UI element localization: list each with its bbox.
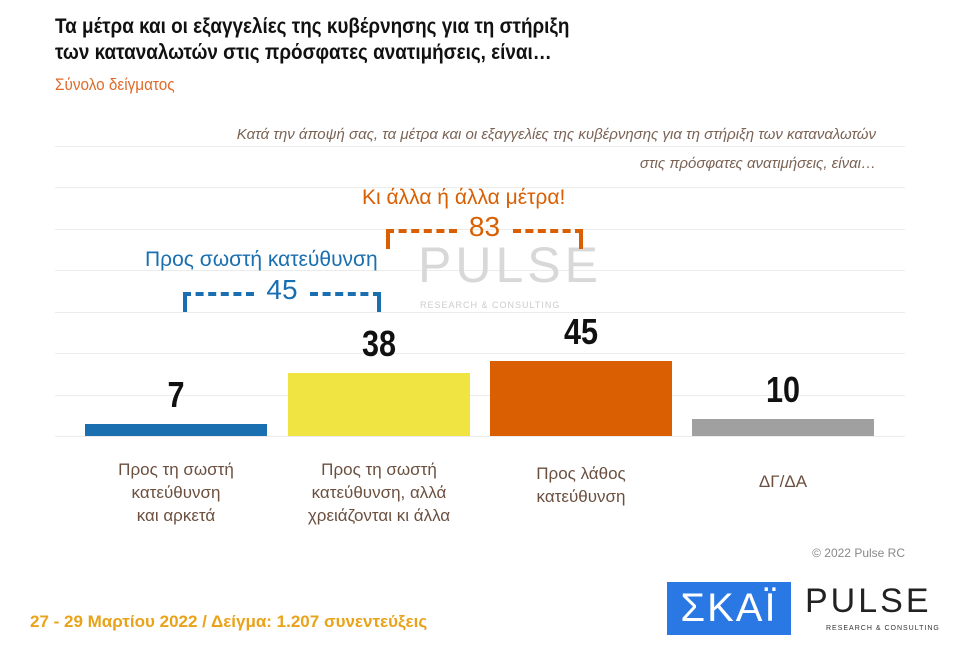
bracket-left [386,229,457,233]
data-label: 38 [361,322,397,364]
title-line-1: Τα μέτρα και οι εξαγγελίες της κυβέρνηση… [55,15,570,38]
bracket-tick [579,229,583,249]
annotation-label: Κι άλλα ή άλλα μέτρα! [362,186,566,209]
chart-subtitle: Σύνολο δείγματος [55,75,175,94]
data-label: 7 [167,374,185,416]
bracket-tick [377,292,381,312]
category-label: Προς τη σωστή κατεύθυνση και αρκετά [118,460,234,525]
gridline [55,394,905,396]
category-label: Προς λάθος κατεύθυνση [536,464,626,506]
title-line-2: των καταναλωτών στις πρόσφατες ανατιμήσε… [55,41,552,64]
bar [288,372,470,436]
gridline [55,436,905,437]
category-label: Προς τη σωστή κατεύθυνση, αλλά χρειάζονται… [307,460,451,525]
pulse-logo: PULSE [805,582,932,620]
data-label: 10 [765,369,801,411]
bracket-right [512,229,583,233]
gridline [55,187,905,188]
chart-title: Τα μέτρα και οι εξαγγελίες της κυβέρνηση… [55,14,569,66]
annotation-label: Προς σωστή κατεύθυνση [145,248,378,271]
bar [85,424,267,436]
bar [490,361,672,436]
gridline [55,311,905,313]
pulse-logo-subtext: RESEARCH & CONSULTING [826,625,940,632]
gridline [55,228,905,230]
bracket-left [183,292,254,296]
category-label: ΔΓ/ΔΑ [758,472,808,491]
gridline [55,270,905,271]
watermark-logo: PULSE [418,237,602,293]
question-line-2: στις πρόσφατες ανατιμήσεις, είναι… [635,155,880,172]
footer-sample-info: 27 - 29 Μαρτίου 2022 / Δείγμα: 1.207 συν… [30,612,428,631]
data-label: 45 [563,311,599,352]
skai-logo: ΣΚΑΪ [667,582,791,635]
annotation-value: 45 [266,274,298,305]
gridline [55,145,905,147]
copyright: © 2022 Pulse RC [812,546,905,560]
annotation-value: 83 [468,211,501,242]
question-line-1: Κατά την άποψή σας, τα μέτρα και οι εξαγ… [232,126,880,143]
bracket-tick [183,292,187,312]
bar [692,419,874,436]
watermark-subtext: RESEARCH & CONSULTING [420,300,561,310]
bracket-right [310,292,381,296]
gridline [55,353,905,354]
bracket-tick [386,229,390,249]
